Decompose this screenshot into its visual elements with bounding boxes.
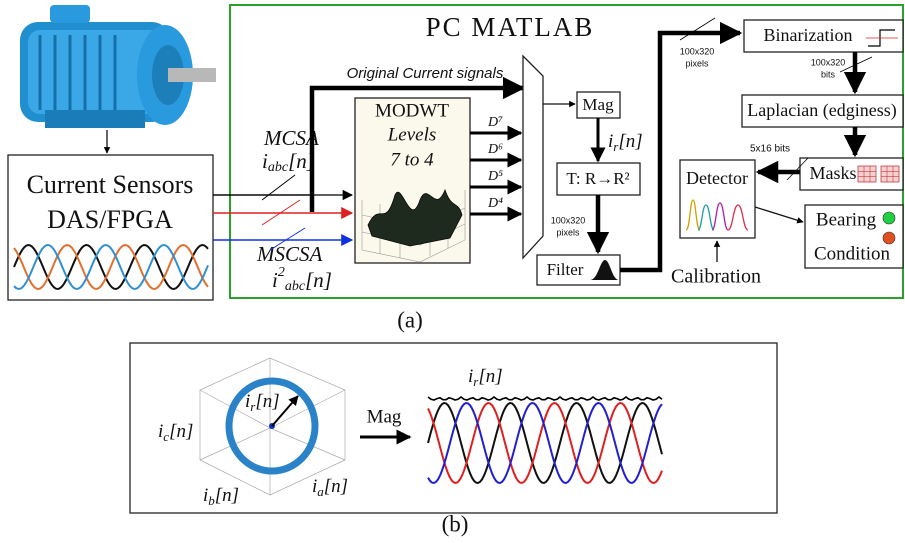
size-label: pixels [556,227,580,237]
binarization-label: Binarization [764,25,853,45]
wavelet-label: D⁵ [487,169,503,184]
sensors-label: DAS/FPGA [47,205,173,234]
modwt-label: 7 to 4 [390,149,434,170]
vector-label: [n] [255,391,279,412]
mag-output: [n] [618,131,642,152]
tick [680,18,715,40]
modwt-label: Levels [387,124,437,145]
sensors-label: Current Sensors [27,170,194,199]
mcsa-signal: iabc[n] [262,149,315,175]
motor-illustration [20,5,216,128]
calibration-label: Calibration [671,266,761,288]
motor-illustration [45,110,145,128]
wavelet-label: D⁷ [487,115,503,130]
transform-label: T: R→R² [566,169,629,188]
wavelet-label: D⁴ [487,196,503,211]
wavelet-label: D⁶ [487,142,503,157]
mag-output: ir[n] [608,131,643,154]
mag-label: Mag [367,406,402,427]
size-label: bits [821,69,836,79]
envelope-label: [n] [478,366,502,387]
caption: (a) [397,307,423,332]
axis-label: [n] [324,476,348,497]
axis-label: [n] [169,421,193,442]
motor-illustration [50,5,90,23]
size-label: 100x320 [680,46,715,56]
modwt-box: MODWT Levels 7 to 4 [355,98,470,263]
signal-lines [262,175,295,200]
mask-icon [881,166,899,182]
mscsa-signal: i2abc[n] [272,265,332,294]
mscsa-signal: abc [285,279,306,294]
mscsa-signal: 2 [278,265,285,280]
masks-label: Masks [809,163,856,183]
laplacian-label: Laplacian (edginess) [747,100,896,121]
status-bad [883,232,895,244]
multiplexer [523,56,543,258]
detector-label: Detector [686,168,748,188]
wavelet-outputs: D⁷ D⁶ D⁵ D⁴ [470,115,521,214]
figure: Current Sensors DAS/FPGA PC MATLAB MCSA … [0,0,905,543]
size-label: 100x320 [811,57,846,67]
result-label: Condition [814,243,891,264]
status-good [883,212,895,224]
arrow [755,207,803,222]
size-label: pixels [685,58,709,68]
sensors-box: Current Sensors DAS/FPGA [8,155,213,300]
size-label: 5x16 bits [750,144,790,155]
vector-label: ir[n] [245,391,280,414]
mag-label: Mag [582,95,614,114]
axis-label: [n] [215,485,239,506]
mcsa-signal: abc [268,160,289,175]
page: Current Sensors DAS/FPGA PC MATLAB MCSA … [0,0,905,543]
pc-title: PC MATLAB [426,12,595,42]
mscsa-signal: [n] [305,268,332,292]
modwt-title: MODWT [375,100,449,121]
original-label: Original Current signals [347,65,504,82]
caption: (b) [442,511,469,536]
size-label: 100x320 [551,215,586,225]
motor-illustration [168,68,216,82]
filter-label: Filter [547,260,584,279]
envelope-label: ir[n] [468,366,503,389]
result-label: Bearing [816,209,877,230]
mask-icon [858,166,876,182]
mscsa-label: MSCSA [256,242,323,266]
